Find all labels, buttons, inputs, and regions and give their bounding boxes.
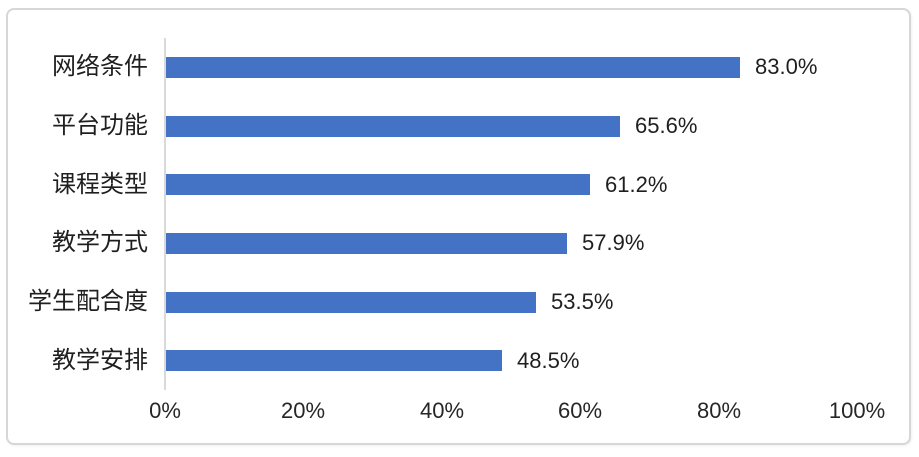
bar bbox=[166, 350, 502, 371]
category-label: 课程类型 bbox=[52, 171, 148, 198]
category-axis-line bbox=[164, 38, 166, 390]
x-axis-tick-label: 80% bbox=[696, 398, 742, 423]
category-label: 学生配合度 bbox=[28, 288, 148, 315]
category-label: 教学安排 bbox=[52, 347, 148, 374]
data-label: 61.2% bbox=[605, 172, 668, 197]
data-label: 48.5% bbox=[517, 348, 580, 373]
data-label: 65.6% bbox=[635, 113, 698, 138]
bar bbox=[166, 116, 620, 137]
bar bbox=[166, 57, 740, 78]
bar bbox=[166, 174, 590, 195]
category-label: 网络条件 bbox=[52, 53, 148, 80]
data-label: 57.9% bbox=[582, 230, 645, 255]
x-axis-tick-label: 0% bbox=[149, 398, 181, 423]
x-axis-tick-label: 40% bbox=[419, 398, 465, 423]
bar bbox=[166, 233, 567, 254]
x-axis-tick-label: 60% bbox=[557, 398, 603, 423]
category-label: 平台功能 bbox=[52, 112, 148, 139]
x-axis-tick-label: 100% bbox=[828, 398, 886, 423]
x-axis-tick-label: 20% bbox=[280, 398, 326, 423]
category-label: 教学方式 bbox=[52, 229, 148, 256]
data-label: 83.0% bbox=[755, 54, 818, 79]
bar bbox=[166, 292, 536, 313]
chart-frame bbox=[6, 8, 911, 445]
data-label: 53.5% bbox=[551, 289, 614, 314]
